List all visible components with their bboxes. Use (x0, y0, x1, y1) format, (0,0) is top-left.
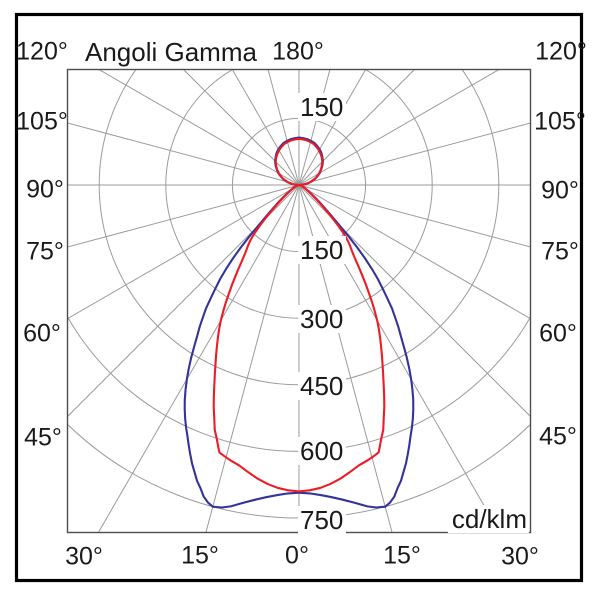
spoke-120 (298, 69, 501, 186)
gamma-label-right-45: 45° (539, 422, 577, 451)
curve-red-curve (212, 137, 386, 493)
unit-label: cd/klm (447, 505, 529, 533)
gamma-label-bottom-0: 0° (285, 541, 309, 570)
gamma-label-bottom-15L: 15° (181, 541, 219, 570)
curve-blue-curve (183, 136, 415, 509)
gamma-label-left-45: 45° (24, 423, 62, 452)
gamma-label-right-75: 75° (541, 237, 579, 266)
gamma-label-right-90: 90° (541, 176, 579, 205)
spoke-30 (298, 184, 501, 533)
radial-tick-450: 450 (298, 372, 347, 400)
spoke-135 (298, 69, 416, 186)
radial-tick-600: 600 (298, 437, 347, 465)
spoke-210 (231, 69, 300, 186)
spoke-285 (67, 184, 300, 248)
outer-border (14, 12, 584, 583)
spoke-60 (298, 184, 531, 320)
radial-tick-750: 750 (298, 506, 347, 534)
gamma-label-bottom-15R: 15° (383, 541, 421, 570)
gamma-label-left-120: 120° (16, 37, 68, 66)
spoke-75 (298, 184, 531, 248)
gamma-label-left-60: 60° (23, 319, 61, 348)
spoke-45 (298, 184, 531, 418)
spoke-195 (267, 69, 300, 186)
spoke-255 (67, 122, 300, 186)
spoke-225 (182, 69, 300, 186)
gamma-label-left-90: 90° (26, 175, 64, 204)
gamma-label-right-60: 60° (539, 319, 577, 348)
spoke-240 (97, 69, 300, 186)
chart-title: Angoli Gamma (85, 37, 257, 67)
gamma-label-left-75: 75° (26, 237, 64, 266)
spoke-315 (67, 184, 300, 418)
spoke-165 (298, 69, 331, 186)
radial-tick-150: 150 (298, 236, 347, 264)
spoke-330 (97, 184, 300, 533)
gamma-label-bottom-30R: 30° (501, 542, 539, 571)
spoke-105 (298, 122, 531, 186)
radial-tick-300: 300 (298, 305, 347, 333)
gamma-label-right-105: 105° (534, 107, 586, 136)
gamma-label-right-120: 120° (535, 37, 587, 66)
spoke-150 (298, 69, 367, 186)
spoke-300 (67, 184, 300, 320)
intensity-curves (183, 136, 415, 509)
gamma-label-bottom-30L: 30° (65, 542, 103, 571)
gamma-label-left-105: 105° (16, 107, 68, 136)
gamma-label-top-180: 180° (272, 37, 324, 66)
spoke-15 (298, 184, 393, 533)
radial-tick-150-top: 150 (298, 93, 347, 121)
spoke-345 (205, 184, 300, 533)
